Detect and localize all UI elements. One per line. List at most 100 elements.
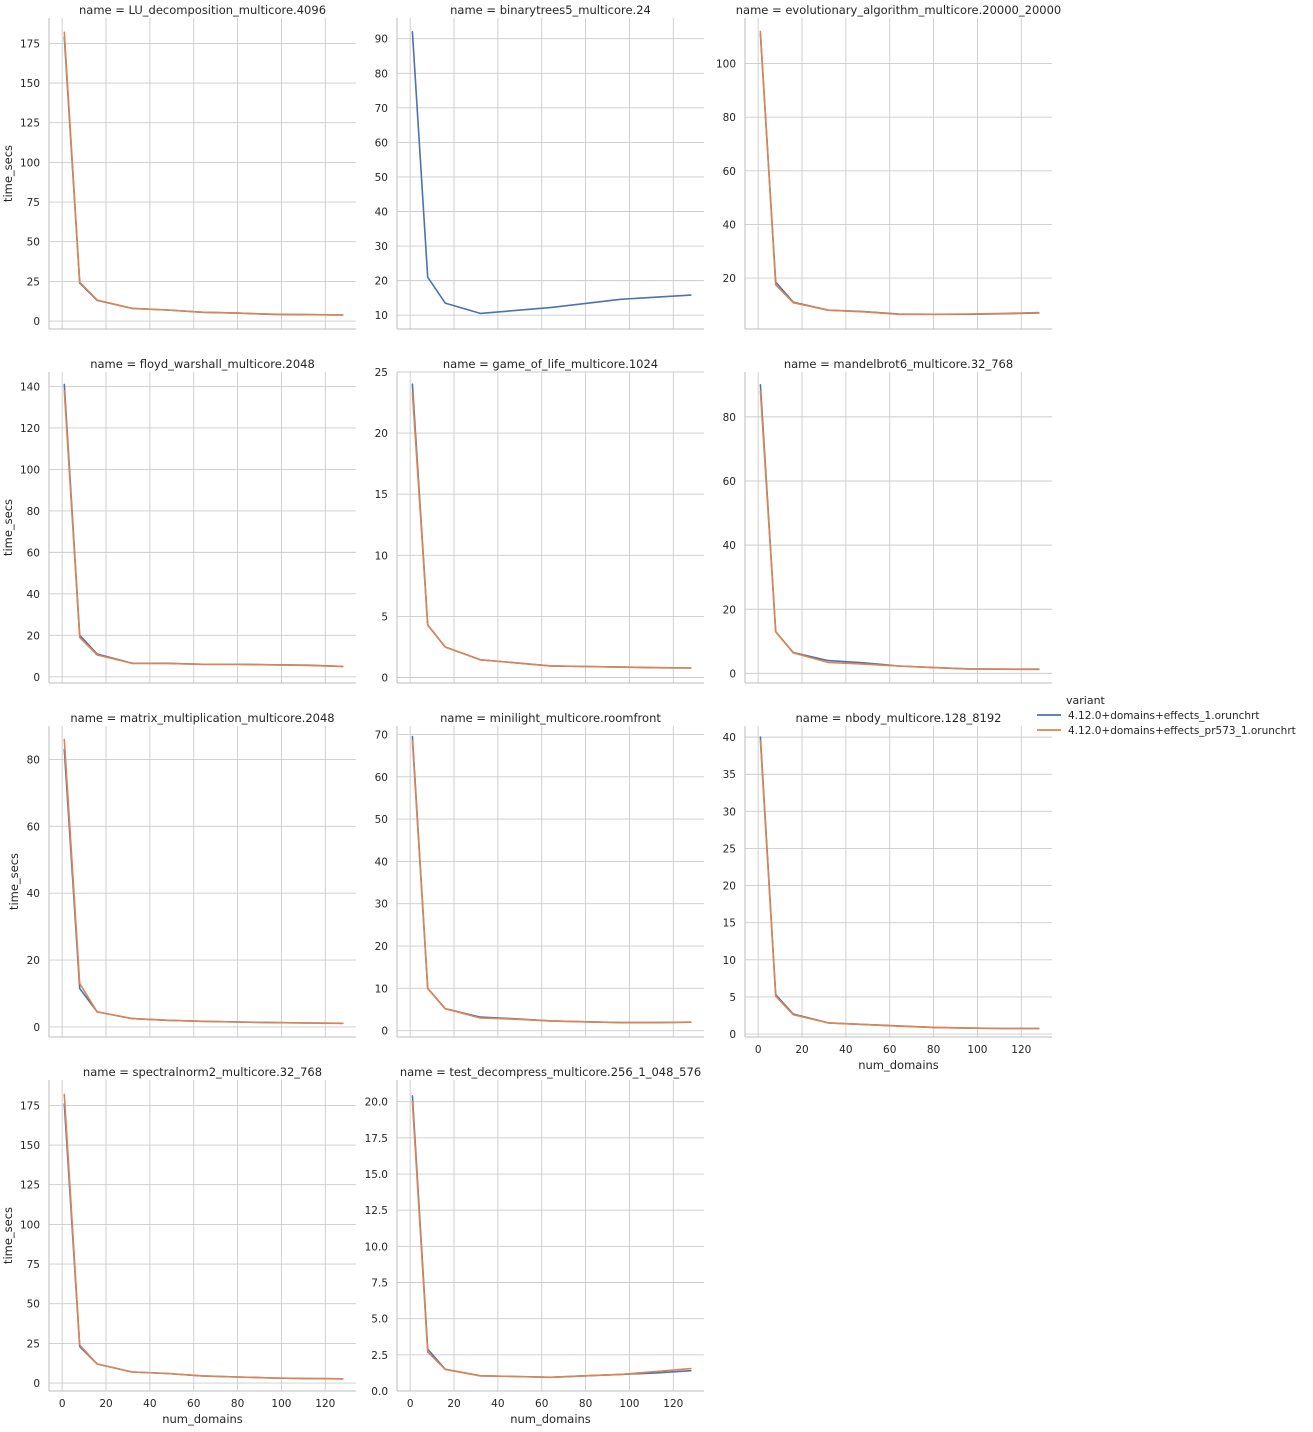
x-tick-label: 20 bbox=[99, 1398, 112, 1410]
panel-title: name = binarytrees5_multicore.24 bbox=[450, 3, 651, 17]
y-axis-label: time_secs bbox=[1, 145, 15, 202]
y-tick-label: 75 bbox=[27, 197, 40, 209]
y-tick-label: 100 bbox=[20, 1219, 40, 1231]
facet-panel-4: name = floyd_warshall_multicore.2048 0 20 4… bbox=[1, 357, 356, 684]
x-tick-label: 120 bbox=[315, 1398, 335, 1410]
panel-title: name = nbody_multicore.128_8192 bbox=[796, 711, 1002, 725]
facet-panel-6: name = mandelbrot6_multicore.32_768 0 20 40… bbox=[723, 357, 1052, 684]
series-line-2 bbox=[759, 30, 1040, 316]
facet-panel-3: name = evolutionary_algorithm_multicore.… bbox=[716, 3, 1061, 330]
y-tick-label: 0.0 bbox=[371, 1386, 388, 1398]
legend-entry-label: 4.12.0+domains+effects_1.orunchrt bbox=[1068, 710, 1259, 722]
facet-panel-10: name = spectralnorm2_multicore.32_768 0 25… bbox=[1, 1065, 356, 1426]
y-tick-label: 20 bbox=[723, 881, 736, 893]
y-tick-label: 40 bbox=[27, 888, 40, 900]
y-tick-label: 50 bbox=[27, 1299, 40, 1311]
y-tick-label: 10 bbox=[375, 310, 388, 322]
legend-title: variant bbox=[1066, 694, 1106, 707]
x-tick-label: 120 bbox=[663, 1398, 683, 1410]
y-tick-label: 0 bbox=[33, 1378, 40, 1390]
series-line-2 bbox=[63, 1093, 344, 1380]
y-tick-label: 150 bbox=[20, 1140, 40, 1152]
y-tick-label: 40 bbox=[375, 207, 388, 219]
y-tick-label: 60 bbox=[723, 166, 736, 178]
series-line-2 bbox=[411, 1100, 692, 1379]
y-tick-label: 0 bbox=[729, 668, 736, 680]
x-tick-label: 40 bbox=[839, 1044, 852, 1056]
x-tick-label: 60 bbox=[883, 1044, 896, 1056]
y-tick-label: 70 bbox=[375, 103, 388, 115]
x-tick-label: 0 bbox=[407, 1398, 414, 1410]
x-tick-label: 40 bbox=[143, 1398, 156, 1410]
y-tick-label: 40 bbox=[723, 732, 736, 744]
y-tick-label: 80 bbox=[723, 112, 736, 124]
y-tick-label: 150 bbox=[20, 78, 40, 90]
y-tick-label: 30 bbox=[723, 806, 736, 818]
y-tick-label: 5 bbox=[381, 611, 388, 623]
x-tick-label: 20 bbox=[795, 1044, 808, 1056]
y-tick-label: 20 bbox=[27, 630, 40, 642]
y-tick-label: 70 bbox=[375, 729, 388, 741]
series-line-2 bbox=[411, 739, 692, 1024]
y-tick-label: 60 bbox=[27, 821, 40, 833]
y-tick-label: 0 bbox=[33, 672, 40, 684]
y-tick-label: 35 bbox=[723, 769, 736, 781]
x-tick-label: 60 bbox=[187, 1398, 200, 1410]
y-tick-label: 5.0 bbox=[371, 1314, 388, 1326]
x-tick-label: 80 bbox=[231, 1398, 244, 1410]
y-tick-label: 15.0 bbox=[365, 1169, 388, 1181]
y-tick-label: 50 bbox=[27, 237, 40, 249]
panel-title: name = LU_decomposition_multicore.4096 bbox=[79, 3, 326, 17]
y-tick-label: 10 bbox=[375, 983, 388, 995]
panel-title: name = game_of_life_multicore.1024 bbox=[443, 357, 658, 371]
facet-panel-2: name = binarytrees5_multicore.24 10 20 30 40… bbox=[375, 3, 704, 330]
y-tick-label: 60 bbox=[27, 547, 40, 559]
y-tick-label: 20 bbox=[27, 955, 40, 967]
y-tick-label: 25 bbox=[375, 367, 388, 379]
panel-title: name = floyd_warshall_multicore.2048 bbox=[90, 357, 315, 371]
series-line-2 bbox=[411, 391, 692, 669]
y-tick-label: 50 bbox=[375, 814, 388, 826]
y-tick-label: 120 bbox=[20, 423, 40, 435]
y-tick-label: 0 bbox=[33, 1022, 40, 1034]
y-tick-label: 40 bbox=[723, 540, 736, 552]
y-tick-label: 125 bbox=[20, 1180, 40, 1192]
y-tick-label: 20 bbox=[375, 276, 388, 288]
y-tick-label: 12.5 bbox=[365, 1205, 388, 1217]
x-tick-label: 100 bbox=[619, 1398, 639, 1410]
y-tick-label: 80 bbox=[723, 412, 736, 424]
panel-title: name = test_decompress_multicore.256_1_0… bbox=[400, 1065, 701, 1079]
y-tick-label: 15 bbox=[723, 918, 736, 930]
y-tick-label: 80 bbox=[375, 68, 388, 80]
y-tick-label: 25 bbox=[723, 843, 736, 855]
y-axis-label: time_secs bbox=[1, 499, 15, 556]
facet-panel-8: name = minilight_multicore.roomfront 0 10 2… bbox=[375, 711, 704, 1038]
x-axis-label: num_domains bbox=[858, 1058, 939, 1072]
y-tick-label: 175 bbox=[20, 1100, 40, 1112]
x-tick-label: 80 bbox=[579, 1398, 592, 1410]
legend: variant 4.12.0+domains+effects_1.orunchrt… bbox=[1037, 694, 1296, 737]
panel-title: name = evolutionary_algorithm_multicore.… bbox=[736, 3, 1061, 17]
y-axis-label: time_secs bbox=[7, 853, 21, 910]
y-tick-label: 30 bbox=[375, 241, 388, 253]
panel-title: name = minilight_multicore.roomfront bbox=[440, 711, 661, 725]
series-line-2 bbox=[63, 31, 344, 316]
x-tick-label: 60 bbox=[535, 1398, 548, 1410]
y-tick-label: 20 bbox=[723, 604, 736, 616]
x-tick-label: 40 bbox=[491, 1398, 504, 1410]
y-tick-label: 40 bbox=[375, 856, 388, 868]
series-line-2 bbox=[63, 738, 344, 1025]
y-tick-label: 15 bbox=[375, 489, 388, 501]
y-tick-label: 40 bbox=[27, 589, 40, 601]
y-tick-label: 0 bbox=[33, 316, 40, 328]
y-tick-label: 175 bbox=[20, 38, 40, 50]
y-tick-label: 90 bbox=[375, 34, 388, 46]
y-tick-label: 0 bbox=[381, 673, 388, 685]
x-tick-label: 100 bbox=[967, 1044, 987, 1056]
y-tick-label: 10 bbox=[723, 955, 736, 967]
y-tick-label: 20 bbox=[375, 428, 388, 440]
series-line-2 bbox=[63, 389, 344, 668]
y-tick-label: 10.0 bbox=[365, 1241, 388, 1253]
y-tick-label: 17.5 bbox=[365, 1133, 388, 1145]
